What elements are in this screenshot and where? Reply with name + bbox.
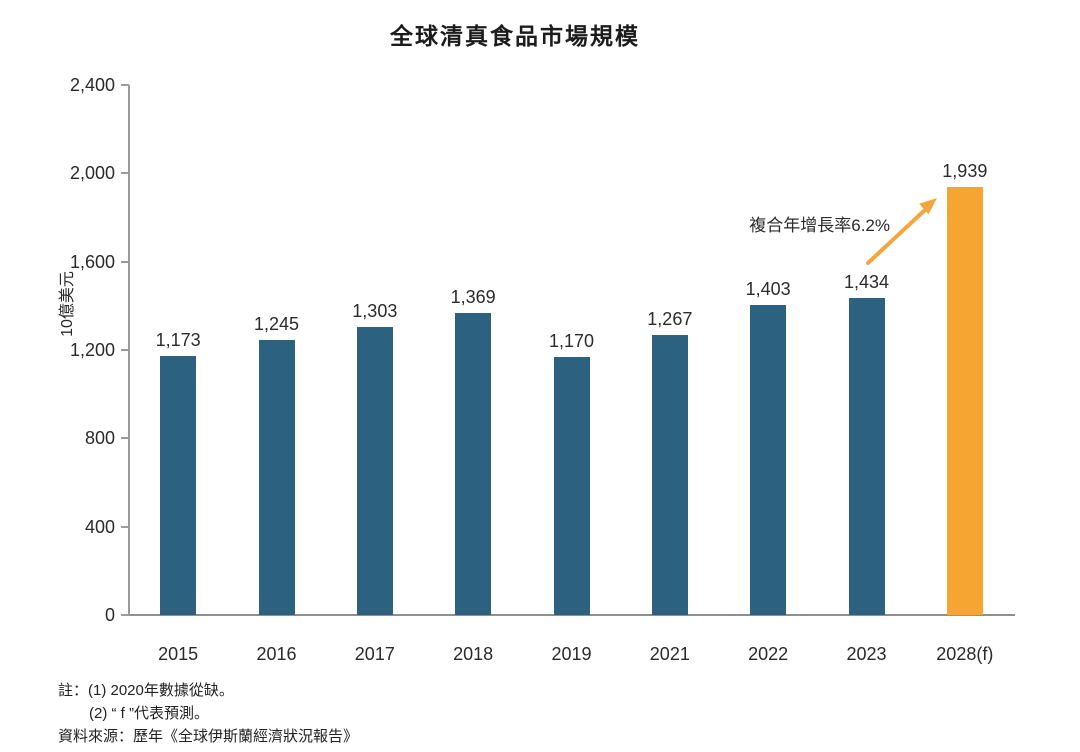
bar-2017 [356, 327, 393, 615]
y-tick-mark [121, 525, 129, 528]
bar-value-label: 1,403 [745, 279, 791, 300]
bar-value-label: 1,434 [843, 272, 890, 293]
bar-2019 [553, 356, 590, 615]
footnote-note-1: 註：(1) 2020年數據從缺。 [58, 682, 234, 699]
bar-value-label: 1,939 [942, 160, 988, 181]
bar-value-label: 1,369 [450, 286, 496, 307]
chart-title: 全球清真食品市場規模 [390, 23, 640, 49]
bar-2016 [258, 340, 295, 615]
y-tick-mark [121, 437, 129, 440]
y-tick-mark [121, 260, 129, 263]
bar-value-label: 1,170 [548, 330, 595, 351]
x-tick-label: 2019 [551, 644, 592, 664]
bar-2028(f) [946, 186, 983, 615]
x-tick-label: 2015 [158, 644, 199, 664]
bar-value-label: 1,173 [155, 329, 201, 350]
y-tick-label: 1,200 [69, 340, 115, 360]
y-tick-label: 2,400 [69, 75, 115, 95]
y-tick-mark [121, 349, 129, 351]
x-axis-baseline [128, 614, 1015, 616]
x-tick-label: 2021 [649, 644, 690, 664]
y-tick-mark [121, 614, 129, 616]
x-tick-label: 2016 [256, 644, 297, 664]
y-tick-label: 1,600 [69, 251, 115, 272]
x-tick-label: 2022 [748, 644, 789, 664]
bar-value-label: 1,303 [352, 301, 398, 322]
footnote-note-2: (2) “ f ”代表預測。 [89, 705, 209, 722]
bar-2018 [455, 312, 492, 615]
x-tick-label: 2023 [846, 644, 887, 664]
footnotes: 註：(1) 2020年數據從缺。 (2) “ f ”代表預測。 資料來源：歷年《… [58, 679, 358, 748]
bar-value-label: 1,267 [647, 309, 693, 330]
y-tick-label: 800 [84, 428, 115, 449]
y-tick-mark [121, 84, 129, 86]
x-tick-label: 2018 [453, 644, 494, 664]
x-tick-label: 2028(f) [936, 644, 994, 664]
bar-2022 [750, 305, 787, 615]
bar-value-label: 1,245 [253, 314, 300, 335]
y-axis-line [128, 85, 130, 616]
y-tick-label: 2,000 [69, 163, 115, 184]
x-tick-label: 2017 [354, 644, 395, 664]
cagr-annotation-label: 複合年增長率6.2% [749, 216, 890, 235]
bar-2021 [651, 335, 688, 615]
y-tick-label: 0 [104, 605, 115, 625]
bar-2023 [848, 298, 885, 615]
y-axis-title: 10億美元 [59, 271, 76, 337]
footnote-source: 資料來源：歷年《全球伊斯蘭經濟狀況報告》 [58, 728, 359, 745]
y-tick-label: 400 [84, 516, 115, 537]
bar-2015 [160, 355, 197, 615]
y-tick-mark [121, 172, 129, 175]
